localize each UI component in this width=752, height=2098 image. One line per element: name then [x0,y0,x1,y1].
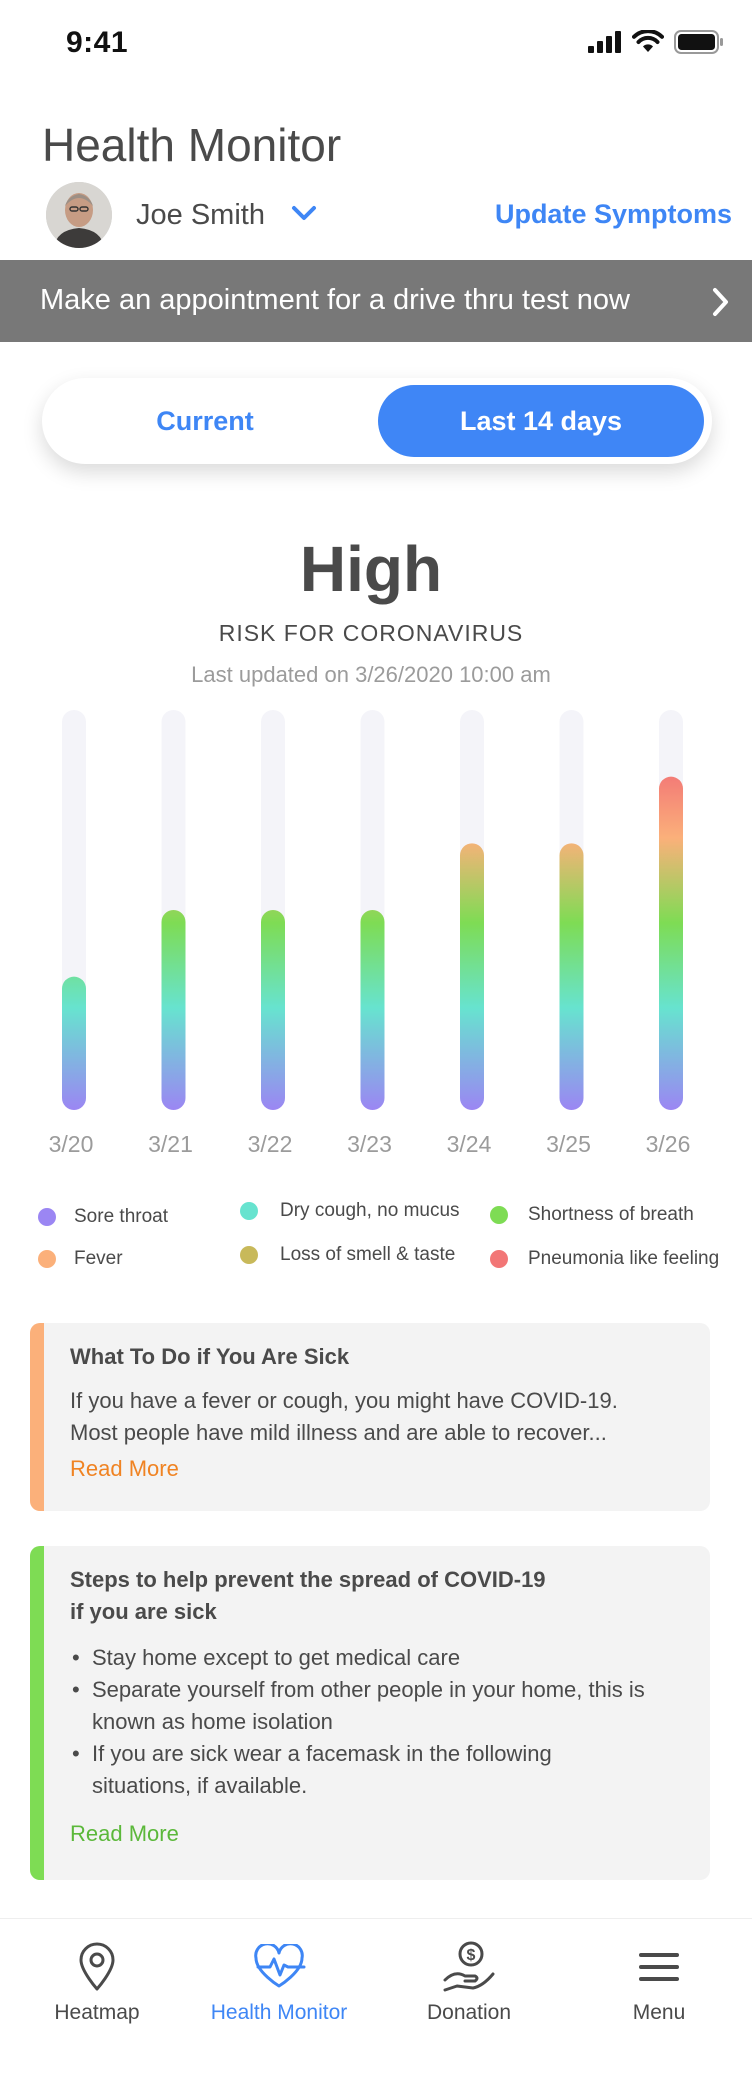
battery-icon [674,30,723,54]
status-time: 9:41 [66,26,129,59]
card-body-line: Most people have mild illness and are ab… [70,1420,607,1445]
legend-item: Sore throat [38,1206,168,1228]
legend-label: Shortness of breath [528,1204,694,1225]
wifi-icon [632,30,664,52]
chart-legend: Sore throat Fever Dry cough, no mucus Lo… [0,1198,752,1278]
card-accent-bar [30,1546,44,1880]
tab-donation[interactable]: $ Donation [384,1939,554,2025]
chevron-down-icon[interactable] [290,202,318,224]
legend-dot [490,1206,508,1224]
legend-item: Dry cough, no mucus [240,1200,460,1222]
bar-3-24 [460,843,484,1110]
tab-last-14-days[interactable]: Last 14 days [378,385,704,457]
tab-menu[interactable]: Menu [574,1939,744,2025]
read-more-link[interactable]: Read More [70,1821,179,1846]
tab-label: Heatmap [54,2001,140,2024]
status-icons [588,30,724,54]
legend-label: Sore throat [74,1206,168,1227]
bullet-list: Stay home except to get medical care Sep… [70,1642,690,1802]
card-title: if you are sick [70,1599,217,1624]
bar-3-21 [161,910,186,1110]
bar-3-20 [62,976,86,1110]
legend-dot [240,1246,258,1264]
bar-3-26 [659,776,683,1110]
card-accent-bar [30,1323,44,1511]
appointment-banner[interactable]: Make an appointment for a drive thru tes… [0,260,752,342]
page-title: Health Monitor [42,119,342,171]
tab-health-monitor[interactable]: Health Monitor [194,1939,364,2025]
x-tick-label: 3/26 [646,1131,691,1157]
card-title: What To Do if You Are Sick [70,1344,350,1369]
x-tick-label: 3/25 [546,1131,591,1157]
info-card-sick: What To Do if You Are Sick If you have a… [30,1323,710,1511]
legend-label: Dry cough, no mucus [280,1200,460,1221]
tab-label: Health Monitor [210,2001,348,2024]
status-bar: 9:41 [0,0,752,92]
period-toggle: Current Last 14 days [42,378,712,464]
menu-icon [639,1953,679,1981]
card-title: Steps to help prevent the spread of COVI… [70,1567,546,1592]
tab-heatmap[interactable]: Heatmap [12,1939,182,2025]
legend-dot [38,1208,56,1226]
bottom-tab-bar: Heatmap Health Monitor $ Donation [0,1918,752,2098]
legend-dot [240,1202,258,1220]
legend-dot [38,1250,56,1268]
card-body-line: If you have a fever or cough, you might … [70,1388,618,1413]
legend-label: Loss of smell & taste [280,1244,456,1265]
bar-3-22 [261,910,285,1110]
last-updated: Last updated on 3/26/2020 10:00 am [191,662,551,687]
legend-item: Pneumonia like feeling [490,1248,719,1270]
map-pin-icon [79,1942,115,1991]
x-tick-label: 3/22 [248,1131,293,1157]
banner-text: Make an appointment for a drive thru tes… [40,284,630,316]
tab-current[interactable]: Current [156,405,254,436]
bar-3-25 [559,843,584,1110]
legend-item: Fever [38,1248,123,1270]
chevron-right-icon [713,288,728,316]
avatar[interactable] [46,182,112,248]
read-more-link[interactable]: Read More [70,1456,179,1481]
bar-3-23 [360,910,385,1110]
x-tick-label: 3/20 [49,1131,94,1157]
list-item: Stay home except to get medical care [70,1642,690,1674]
list-item: Separate yourself from other people in y… [70,1674,690,1738]
risk-level: High [299,533,443,605]
user-row: Joe Smith Update Symptoms [46,182,732,252]
risk-subtitle: RISK FOR CORONAVIRUS [218,620,524,646]
legend-item: Shortness of breath [490,1204,694,1226]
svg-text:$: $ [467,1947,476,1964]
legend-item: Loss of smell & taste [240,1244,455,1266]
legend-dot [490,1250,508,1268]
legend-label: Pneumonia like feeling [528,1248,720,1269]
risk-bar-chart: 3/20 3/21 3/22 3/23 3/24 3/25 3/26 [49,710,691,1157]
x-tick-label: 3/24 [447,1131,492,1157]
tab-label: Donation [426,2001,512,2024]
signal-icon [588,31,621,53]
x-tick-label: 3/23 [347,1131,392,1157]
donation-hand-icon: $ [443,1941,495,1992]
legend-label: Fever [74,1248,123,1269]
x-tick-label: 3/21 [148,1131,193,1157]
list-item: If you are sick wear a facemask in the f… [70,1738,690,1802]
heart-pulse-icon [254,1944,306,1988]
user-name[interactable]: Joe Smith [136,199,265,231]
avatar-image [46,182,112,248]
tab-label: Menu [632,2001,686,2024]
info-card-prevent: Steps to help prevent the spread of COVI… [30,1546,710,1880]
update-symptoms-button[interactable]: Update Symptoms [494,199,732,229]
